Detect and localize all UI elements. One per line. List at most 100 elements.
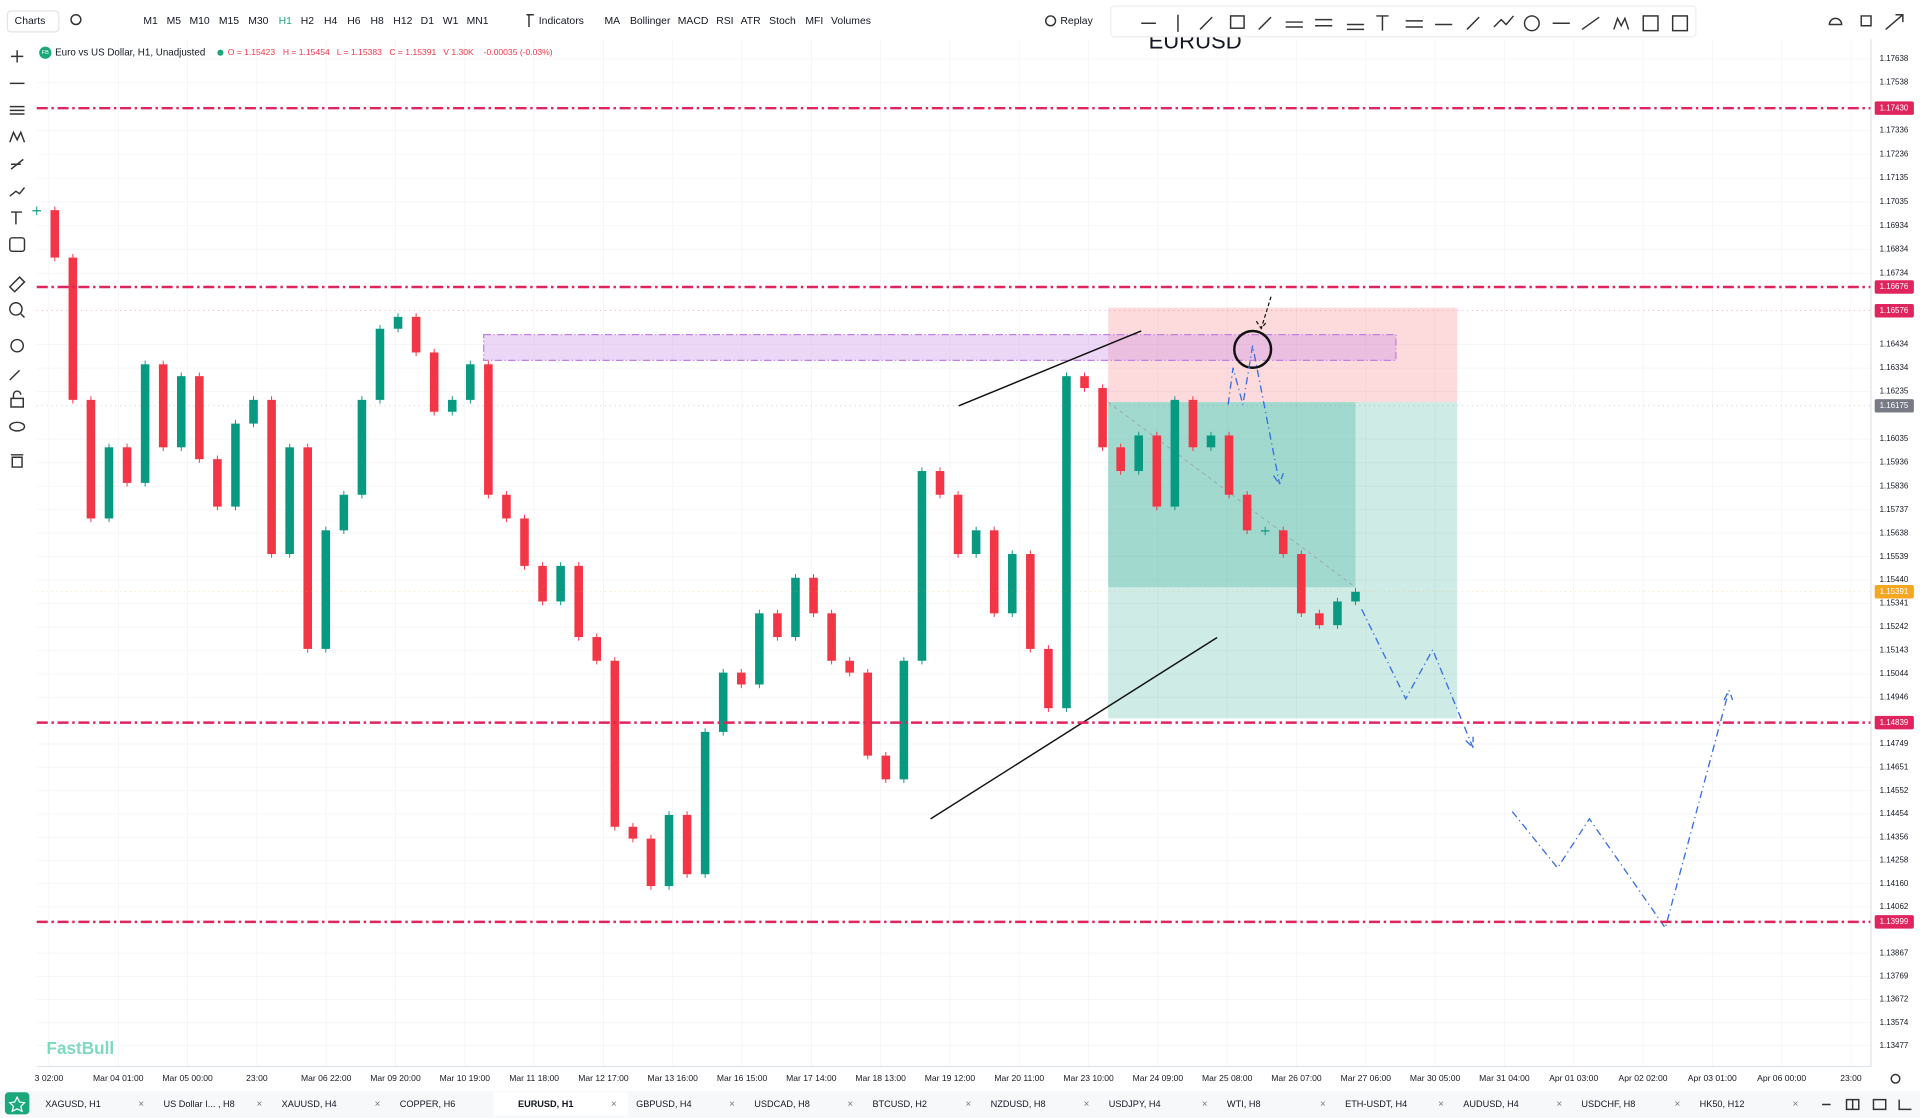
left-toolbar[interactable]	[8, 50, 26, 468]
candle	[321, 530, 331, 649]
drawing-tools[interactable]	[1141, 13, 1904, 32]
timeframe-button[interactable]: H12	[393, 16, 412, 27]
tab-close[interactable]: ×	[375, 1099, 381, 1110]
timeframe-button[interactable]: MN1	[467, 16, 489, 27]
candle	[195, 376, 204, 460]
legend-change: -0.00035 (-0.03%)	[484, 47, 553, 57]
timeframe-button[interactable]: M10	[189, 16, 209, 27]
tab-label[interactable]: COPPER, H6	[400, 1099, 456, 1109]
timeframe-button[interactable]: M1	[143, 16, 158, 27]
replay-button[interactable]: Replay	[1060, 16, 1093, 27]
tab-close[interactable]: ×	[1793, 1099, 1799, 1110]
candle	[303, 447, 313, 649]
candle	[700, 731, 710, 875]
candle	[339, 494, 349, 531]
indicator-button[interactable]: RSI	[716, 16, 733, 27]
tab-label[interactable]: AUDUSD, H4	[1463, 1099, 1519, 1109]
price-tick-label: 1.13672	[1880, 995, 1909, 1004]
tab-label[interactable]: NZDUSD, H8	[991, 1099, 1046, 1109]
tab-close[interactable]: ×	[611, 1099, 617, 1110]
tab-close[interactable]: ×	[729, 1099, 735, 1110]
settings-icon[interactable]	[1890, 1073, 1901, 1084]
indicator-button[interactable]: MA	[604, 16, 620, 27]
price-level-label: 1.16676	[1880, 282, 1909, 291]
candle	[231, 423, 240, 507]
candle	[971, 530, 981, 555]
timeframe-button[interactable]: M15	[219, 16, 239, 27]
timeframe-button[interactable]: M30	[248, 16, 268, 27]
tab-label[interactable]: XAGUSD, H1	[45, 1099, 101, 1109]
timeframe-button[interactable]: W1	[443, 16, 459, 27]
time-axis: 3 02:00 Mar 04 01:00 Mar 05 00:00 23:00 Mar …	[35, 1073, 1862, 1083]
timeframe-button[interactable]: H1	[279, 16, 293, 27]
candle	[646, 838, 656, 887]
candle	[213, 459, 222, 507]
tab-label[interactable]: USDJPY, H4	[1109, 1099, 1161, 1109]
indicator-button[interactable]: MFI	[805, 16, 823, 27]
legend-close: C = 1.15391	[389, 47, 436, 57]
menu-label[interactable]: Charts	[15, 16, 46, 27]
tab-close[interactable]: ×	[1556, 1099, 1562, 1110]
candle	[628, 826, 638, 839]
candle	[917, 471, 927, 661]
candle	[1007, 554, 1017, 614]
tab-label[interactable]: ETH-USDT, H4	[1345, 1099, 1407, 1109]
tab-label[interactable]: USDCAD, H8	[754, 1099, 810, 1109]
time-tick-label: Mar 27 06:00	[1341, 1073, 1392, 1083]
supply-zone	[483, 334, 1397, 362]
time-tick-label: Mar 13 16:00	[648, 1073, 699, 1083]
window-controls[interactable]	[1822, 1098, 1912, 1111]
tab-close[interactable]: ×	[1084, 1099, 1090, 1110]
candle	[1278, 530, 1288, 555]
timeframe-button[interactable]: M5	[167, 16, 182, 27]
tab-close[interactable]: ×	[847, 1099, 853, 1110]
tab-label[interactable]: GBPUSD, H4	[636, 1099, 692, 1109]
tab-label[interactable]: EURUSD, H1	[518, 1099, 574, 1109]
timeframe-button[interactable]: H8	[370, 16, 384, 27]
price-tick-label: 1.16035	[1880, 434, 1909, 443]
menu-button[interactable]	[6, 10, 60, 33]
levels	[36, 106, 1872, 924]
fx-icon	[526, 13, 534, 27]
time-tick-label: Mar 26 07:00	[1271, 1073, 1322, 1083]
status-dot	[217, 49, 224, 56]
legend-open: O = 1.15423	[228, 47, 276, 57]
indicator-button[interactable]: ATR	[741, 16, 762, 27]
tab-close[interactable]: ×	[1320, 1099, 1326, 1110]
tab-close[interactable]: ×	[257, 1099, 263, 1110]
tab-close[interactable]: ×	[138, 1099, 144, 1110]
timeframe-button[interactable]: H4	[324, 16, 338, 27]
tab-label[interactable]: BTCUSD, H2	[872, 1099, 927, 1109]
candle	[520, 518, 529, 566]
price-tick-label: 1.15143	[1880, 646, 1909, 655]
time-tick-label: Mar 10 19:00	[440, 1073, 491, 1083]
price-tick-label: 1.14552	[1880, 786, 1909, 795]
price-label-bg	[1874, 399, 1914, 413]
tab-label[interactable]: WTI, H8	[1227, 1099, 1261, 1109]
tab-label[interactable]: US Dollar I... , H8	[163, 1099, 234, 1109]
indicator-button[interactable]: MACD	[678, 16, 709, 27]
favorite-button[interactable]	[4, 1092, 30, 1115]
indicator-button[interactable]: Stoch	[769, 16, 796, 27]
time-tick-label: Mar 19 12:00	[925, 1073, 976, 1083]
search-icon[interactable]	[70, 13, 82, 26]
tabs: XAGUSD, H1 × US Dollar I... , H8 × XAUUSD, H…	[45, 1092, 1799, 1116]
price-tick-label: 1.15242	[1880, 622, 1909, 631]
timeframe-button[interactable]: D1	[421, 16, 435, 27]
price-tick-label: 1.15638	[1880, 528, 1909, 537]
tab-label[interactable]: HK50, H12	[1700, 1099, 1745, 1109]
tab-label[interactable]: XAUUSD, H4	[282, 1099, 337, 1109]
price-tick-label: 1.17336	[1880, 126, 1909, 135]
indicator-button[interactable]: Volumes	[831, 16, 871, 27]
indicators-button[interactable]: Indicators	[539, 16, 584, 27]
tab-label[interactable]: USDCHF, H8	[1581, 1099, 1635, 1109]
candle	[1152, 435, 1162, 507]
tab-close[interactable]: ×	[1674, 1099, 1680, 1110]
indicator-button[interactable]: Bollinger	[630, 16, 671, 27]
candle	[32, 210, 42, 212]
timeframe-button[interactable]: H2	[301, 16, 315, 27]
timeframe-button[interactable]: H6	[347, 16, 361, 27]
tab-close[interactable]: ×	[1438, 1099, 1444, 1110]
tab-close[interactable]: ×	[966, 1099, 972, 1110]
tab-close[interactable]: ×	[1202, 1099, 1208, 1110]
